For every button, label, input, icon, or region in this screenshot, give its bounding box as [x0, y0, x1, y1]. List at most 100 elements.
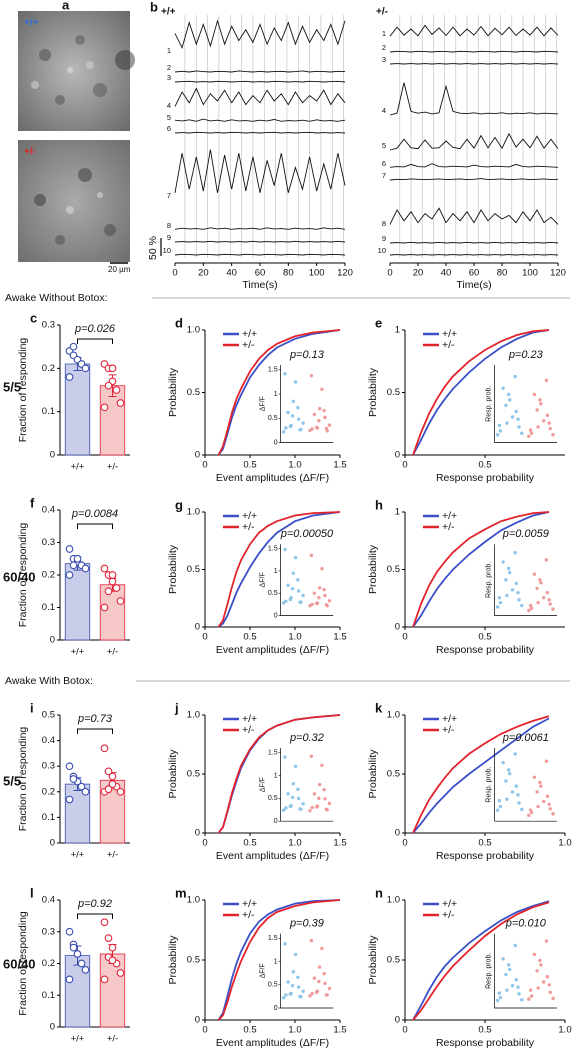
x-tick-label: 0 — [202, 632, 207, 643]
x-tick-label: +/+ — [71, 647, 85, 658]
inset-point — [551, 812, 555, 816]
inset-point — [310, 991, 314, 996]
row-label: 5/5 — [3, 379, 21, 394]
x-tick-label: 60 — [469, 268, 480, 279]
bar — [99, 953, 126, 1028]
y-tick-label: 1.0 — [187, 325, 200, 336]
data-point — [100, 403, 109, 412]
inset-point — [291, 970, 296, 974]
inset-point — [323, 415, 327, 420]
trace-label: 10 — [378, 246, 386, 255]
y-tick-label: 0 — [50, 838, 55, 849]
inset-point — [510, 790, 515, 794]
inset-y-label: Resp. prob. — [485, 953, 492, 989]
inset-point — [296, 417, 301, 421]
inset-point — [501, 760, 505, 765]
trace — [174, 149, 346, 193]
y-tick-label: 0.1 — [42, 812, 55, 823]
legend-label: +/- — [242, 521, 255, 533]
trace-label: 3 — [382, 55, 386, 64]
inset-point — [506, 392, 511, 397]
y-tick-label: 1 — [395, 507, 400, 518]
cdf-line — [217, 899, 341, 1021]
inset-point — [320, 946, 324, 951]
inset-point — [284, 426, 288, 430]
inset-point — [288, 597, 293, 602]
inset-point — [495, 808, 500, 812]
data-point — [100, 564, 109, 573]
inset-point — [547, 598, 551, 602]
inset-point — [296, 405, 300, 410]
inset-point — [324, 807, 329, 812]
inset-point — [281, 996, 286, 1000]
x-tick-label: 1.0 — [288, 632, 301, 643]
x-tick-label: 0 — [402, 632, 407, 643]
trace-label: 4 — [382, 106, 386, 115]
inset-y-label: ΔF/F — [259, 963, 266, 978]
trace — [389, 50, 559, 53]
inset-point — [548, 426, 552, 431]
p-value: p=0.0084 — [71, 508, 118, 520]
y-tick-label: 0.3 — [42, 320, 55, 331]
x-tick-label: 1.0 — [288, 1025, 301, 1036]
data-point — [65, 795, 74, 804]
y-tick-label: 1.0 — [387, 710, 400, 721]
data-point — [81, 965, 90, 974]
inset-point — [322, 587, 326, 592]
x-tick-label: 60 — [255, 268, 266, 279]
inset-point — [327, 599, 332, 603]
panel-letter: m — [175, 885, 187, 900]
inset-point — [538, 398, 542, 402]
inset-point — [541, 419, 546, 423]
x-tick-label: 0.5 — [243, 632, 256, 643]
data-point — [108, 943, 117, 952]
inset-axes — [494, 365, 557, 443]
p-value: p=0.0061 — [502, 732, 549, 744]
x-axis-label: Event amplitudes (ΔF/F) — [216, 850, 329, 862]
inset-point — [296, 985, 301, 989]
y-tick-label: 0.4 — [42, 505, 55, 516]
inset-point — [527, 608, 531, 613]
x-tick-label: 1.5 — [333, 1025, 346, 1036]
row-label: 60/40 — [3, 956, 36, 971]
inset-point — [324, 426, 329, 431]
x-tick-label: 80 — [497, 268, 508, 279]
trace — [389, 132, 559, 151]
x-tick-label: +/+ — [71, 462, 85, 473]
x-axis-label: Event amplitudes (ΔF/F) — [216, 1037, 329, 1049]
inset-point — [535, 969, 539, 973]
trace-label: 5 — [167, 113, 171, 122]
data-point — [81, 364, 90, 373]
trace — [174, 131, 346, 134]
trace — [389, 24, 559, 37]
inset-point — [301, 989, 305, 993]
data-point — [108, 780, 117, 788]
inset-point — [548, 990, 552, 995]
inset-point — [514, 409, 518, 414]
data-point — [65, 975, 74, 984]
inset-point — [324, 993, 329, 997]
y-axis-label: Probability — [167, 749, 179, 799]
inset-y-tick-label: 0 — [274, 1005, 278, 1012]
inset-point — [317, 979, 321, 984]
inset-axes — [494, 748, 557, 822]
row-label: 5/5 — [3, 773, 21, 788]
trace — [174, 118, 346, 122]
inset-point — [507, 771, 512, 776]
inset-y-tick-label: 1.5 — [268, 749, 278, 756]
inset-point — [317, 419, 321, 423]
inset-point — [301, 593, 305, 598]
inset-point — [539, 784, 543, 788]
inset-point — [527, 434, 531, 438]
trace — [389, 241, 559, 244]
panel-letter: i — [30, 700, 34, 715]
inset-point — [547, 802, 551, 807]
x-tick-label: 1.0 — [288, 838, 301, 849]
inset-y-tick-label: 0 — [274, 439, 278, 446]
x-tick-label: 0 — [202, 460, 207, 471]
inset-point — [545, 413, 550, 418]
trace-label: 8 — [382, 219, 386, 228]
data-point — [104, 381, 113, 390]
y-tick-label: 0 — [395, 1015, 400, 1026]
data-point — [73, 950, 82, 958]
